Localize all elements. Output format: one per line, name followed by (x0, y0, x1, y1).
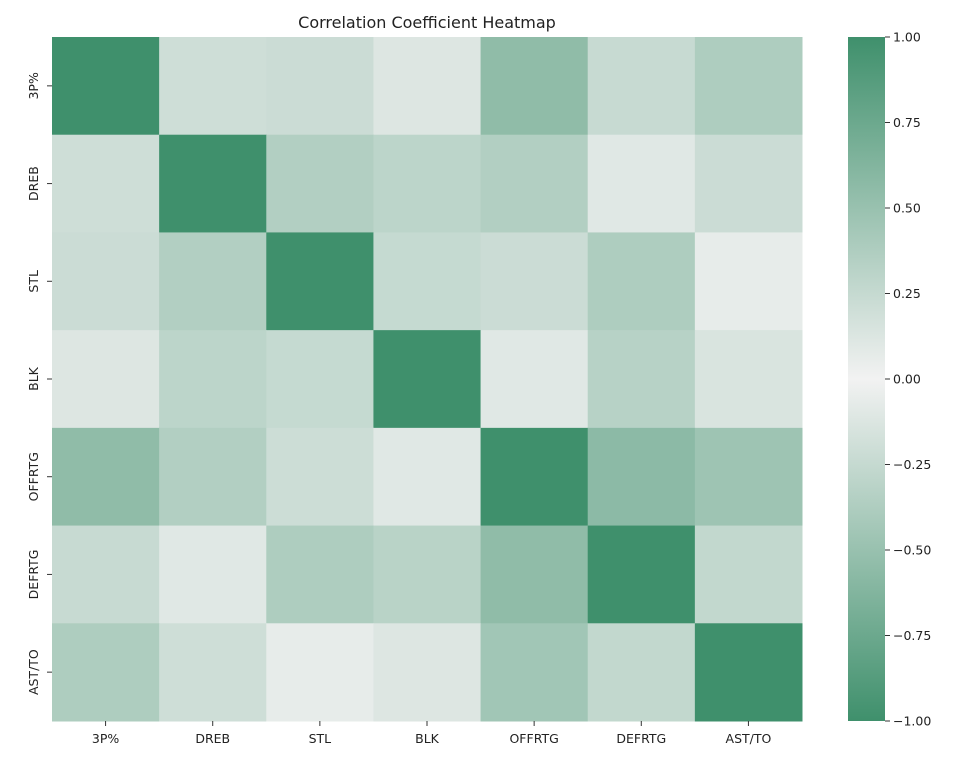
heatmap-cell-6-5 (587, 623, 696, 722)
colorbar-tick-label: −0.25 (893, 457, 931, 472)
heatmap-cell-5-0 (52, 525, 160, 624)
y-tick-label: OFFRTG (26, 452, 41, 501)
y-tick-label: DEFRTG (26, 550, 41, 600)
chart-title: Correlation Coefficient Heatmap (298, 13, 556, 32)
heatmap-cell-4-5 (587, 427, 696, 527)
heatmap-cell-6-1 (159, 623, 267, 722)
y-tick-labels: 3P% DREB STL BLK OFFRTG DEFRTG AST/TO (26, 72, 52, 695)
colorbar-tick-label: 0.00 (893, 372, 921, 387)
heatmap-cell-4-1 (159, 427, 267, 527)
heatmap-cell-4-4 (480, 427, 589, 527)
heatmap-cell-2-4 (480, 232, 589, 331)
colorbar-ticks: 1.00 0.75 0.50 0.25 0.00 −0.25 −0.50 −0.75 −1.00 (885, 30, 931, 729)
x-tick-label: DREB (195, 731, 230, 746)
colorbar-tick-label: 0.50 (893, 201, 921, 216)
heatmap-cell-2-6 (694, 232, 803, 331)
heatmap-cell-3-6 (694, 330, 803, 429)
heatmap-cell-1-6 (694, 134, 803, 233)
heatmap-cell-1-4 (480, 134, 589, 233)
heatmap-cell-6-0 (52, 623, 160, 722)
heatmap-cell-5-4 (480, 525, 589, 624)
heatmap-cell-3-3 (373, 330, 482, 429)
heatmap-cell-0-6 (694, 37, 803, 136)
heatmap-cell-6-4 (480, 623, 589, 722)
heatmap-cell-3-1 (159, 330, 267, 429)
y-tick-label: AST/TO (26, 649, 41, 695)
heatmap-cell-2-0 (52, 232, 160, 331)
heatmap-cell-5-3 (373, 525, 482, 624)
colorbar-tick-label: −1.00 (893, 714, 931, 729)
heatmap-cell-3-4 (480, 330, 589, 429)
x-tick-labels: 3P% DREB STL BLK OFFRTG DEFRTG AST/TO (92, 721, 772, 746)
heatmap-cell-5-6 (694, 525, 803, 624)
x-tick-label: BLK (415, 731, 440, 746)
heatmap-cell-0-1 (159, 37, 267, 136)
heatmap-cell-1-5 (587, 134, 696, 233)
x-tick-label: STL (309, 731, 332, 746)
heatmap-cell-0-2 (266, 37, 374, 136)
x-tick-label: 3P% (92, 731, 119, 746)
heatmap-cell-3-0 (52, 330, 160, 429)
colorbar-tick-label: −0.50 (893, 543, 931, 558)
heatmap-cell-4-3 (373, 427, 482, 527)
heatmap-cell-1-2 (266, 134, 374, 233)
heatmap-cell-2-5 (587, 232, 696, 331)
heatmap-cell-6-3 (373, 623, 482, 722)
y-tick-label: BLK (26, 366, 41, 391)
heatmap-cell-1-1 (159, 134, 267, 233)
y-tick-label: 3P% (26, 72, 41, 99)
colorbar-tick-label: 0.25 (893, 286, 921, 301)
heatmap-cell-4-6 (694, 427, 803, 527)
heatmap-cell-5-2 (266, 525, 374, 624)
heatmap-cell-1-0 (52, 134, 160, 233)
heatmap-cell-2-2 (266, 232, 374, 331)
colorbar-tick-label: 1.00 (893, 30, 921, 45)
colorbar (848, 37, 885, 721)
heatmap-cell-1-3 (373, 134, 482, 233)
heatmap-cell-0-5 (587, 37, 696, 136)
heatmap-cell-3-2 (266, 330, 374, 429)
heatmap-cell-6-2 (266, 623, 374, 722)
x-tick-label: OFFRTG (509, 731, 558, 746)
heatmap-cell-2-1 (159, 232, 267, 331)
x-tick-label: AST/TO (726, 731, 772, 746)
x-tick-label: DEFRTG (616, 731, 666, 746)
heatmap-cell-5-5 (587, 525, 696, 624)
heatmap-cell-5-1 (159, 525, 267, 624)
heatmap-cell-3-5 (587, 330, 696, 429)
heatmap-cell-4-2 (266, 427, 374, 527)
y-tick-label: STL (26, 270, 41, 293)
heatmap-cell-6-6 (694, 623, 803, 722)
heatmap-cell-4-0 (52, 427, 160, 527)
heatmap-cells (52, 37, 803, 722)
heatmap-cell-0-0 (52, 37, 160, 136)
y-tick-label: DREB (26, 166, 41, 201)
heatmap-cell-0-4 (480, 37, 589, 136)
colorbar-tick-label: −0.75 (893, 628, 931, 643)
heatmap-cell-2-3 (373, 232, 482, 331)
heatmap-cell-0-3 (373, 37, 482, 136)
colorbar-tick-label: 0.75 (893, 115, 921, 130)
